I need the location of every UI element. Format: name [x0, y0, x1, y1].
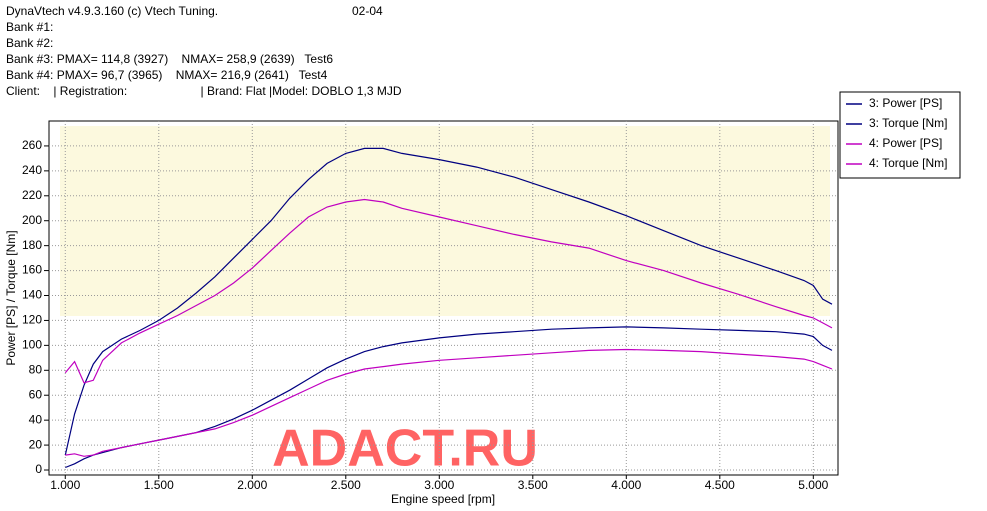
x-tick-label: 5.000	[798, 478, 828, 492]
y-tick-label: 40	[29, 412, 43, 426]
app-title: DynaVtech v4.9.3.160 (c) Vtech Tuning.	[6, 4, 219, 18]
x-tick-label: 2.500	[331, 478, 361, 492]
y-tick-label: 100	[22, 338, 42, 352]
y-tick-label: 0	[35, 462, 42, 476]
x-tick-label: 1.500	[144, 478, 174, 492]
bank-line: Bank #1:	[6, 20, 54, 34]
legend-label: 3: Torque [Nm]	[869, 116, 947, 130]
legend-label: 4: Power [PS]	[869, 136, 942, 150]
bank-line: Bank #2:	[6, 36, 54, 50]
x-tick-label: 1.000	[50, 478, 80, 492]
x-tick-label: 2.000	[237, 478, 267, 492]
y-tick-label: 180	[22, 238, 42, 252]
y-tick-label: 160	[22, 263, 42, 277]
y-tick-label: 220	[22, 188, 42, 202]
x-tick-label: 4.500	[705, 478, 735, 492]
legend-label: 4: Torque [Nm]	[869, 156, 947, 170]
code: 02-04	[352, 4, 383, 18]
x-axis-label: Engine speed [rpm]	[391, 492, 495, 506]
series-line	[65, 348, 833, 457]
series-line	[64, 147, 833, 456]
x-tick-label: 4.000	[611, 478, 641, 492]
series-line	[64, 198, 833, 384]
watermark: ADACT.RU	[272, 420, 538, 478]
y-tick-label: 120	[22, 313, 42, 327]
legend-label: 3: Power [PS]	[869, 96, 942, 110]
y-tick-label: 20	[29, 437, 43, 451]
client-line: Client: | Registration: | Brand: Flat |M…	[6, 84, 402, 98]
y-tick-label: 140	[22, 288, 42, 302]
bank-line: Bank #4: PMAX= 96,7 (3965) NMAX= 216,9 (…	[6, 68, 328, 82]
bank-line: Bank #3: PMAX= 114,8 (3927) NMAX= 258,9 …	[6, 52, 334, 66]
y-tick-label: 80	[29, 362, 43, 376]
y-axis-label: Power [PS] / Torque [Nm]	[4, 230, 18, 365]
y-tick-label: 260	[22, 138, 42, 152]
y-tick-label: 240	[22, 163, 42, 177]
x-tick-label: 3.500	[518, 478, 548, 492]
x-tick-label: 3.000	[424, 478, 454, 492]
y-tick-label: 200	[22, 213, 42, 227]
y-tick-label: 60	[29, 387, 43, 401]
